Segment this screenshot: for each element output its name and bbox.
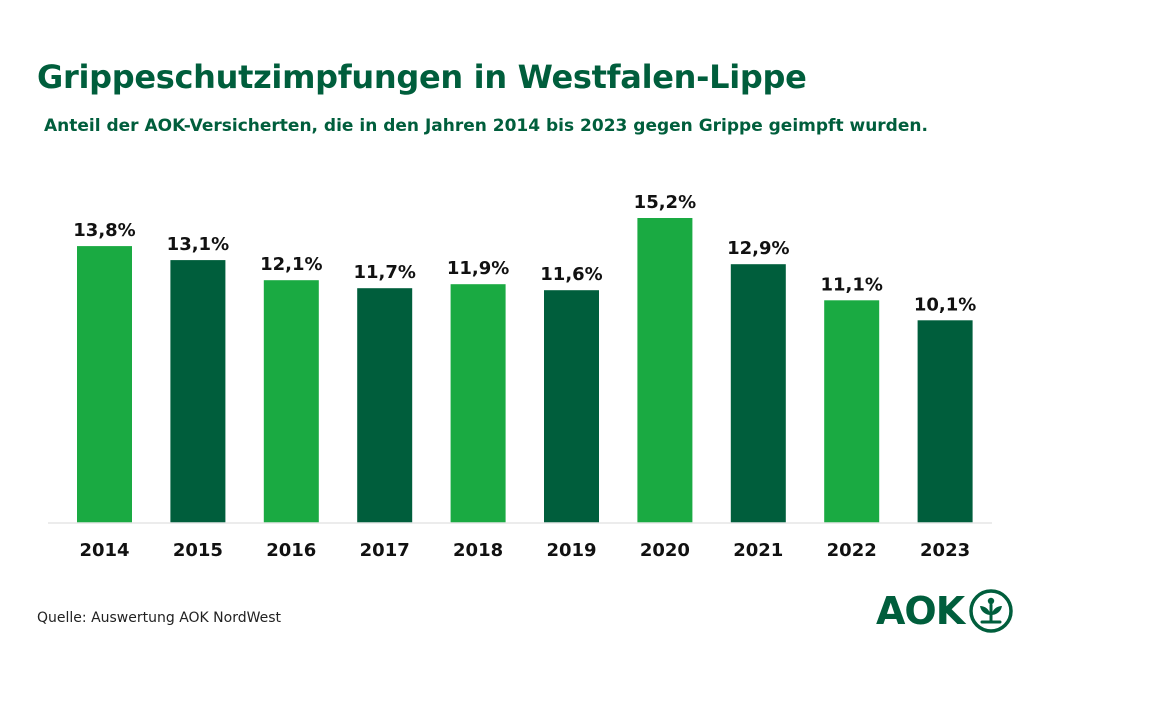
category-label-2019: 2019 — [546, 540, 596, 561]
category-label-2015: 2015 — [173, 540, 223, 561]
category-label-2014: 2014 — [79, 540, 129, 561]
bar-2022 — [824, 300, 880, 523]
bar-2015 — [170, 260, 226, 523]
category-label-2022: 2022 — [827, 540, 877, 561]
aok-logo-text: AOK — [876, 589, 965, 633]
category-label-2016: 2016 — [266, 540, 316, 561]
value-label-2016: 12,1% — [260, 254, 322, 275]
category-label-2018: 2018 — [453, 540, 503, 561]
category-label-2021: 2021 — [733, 540, 783, 561]
bar-2020 — [637, 218, 693, 523]
category-label-2017: 2017 — [360, 540, 410, 561]
category-labels-group: 2014 2015 2016 2017 2018 2019 2020 2021 2022 2023 — [79, 540, 970, 561]
chart-title: Grippeschutzimpfungen in Westfalen-Lippe — [37, 58, 807, 96]
chart-subtitle: Anteil der AOK-Versicherten, die in den … — [44, 116, 928, 136]
bar-2017 — [357, 288, 413, 523]
aok-logo: AOK — [876, 588, 1014, 634]
bar-2018 — [450, 284, 506, 523]
value-label-2023: 10,1% — [914, 294, 976, 315]
value-label-2019: 11,6% — [540, 264, 602, 285]
bar-2023 — [917, 320, 973, 523]
bars-group — [77, 218, 973, 523]
value-label-2017: 11,7% — [353, 262, 415, 283]
source-note: Quelle: Auswertung AOK NordWest — [37, 610, 282, 626]
value-label-2014: 13,8% — [73, 220, 135, 241]
category-label-2023: 2023 — [920, 540, 970, 561]
category-label-2020: 2020 — [640, 540, 690, 561]
value-labels-group: 13,8% 13,1% 12,1% 11,7% 11,9% 11,6% 15,2% 12,9%… — [73, 192, 976, 315]
aok-tree-emblem-icon — [969, 589, 1013, 633]
bar-2019 — [544, 290, 599, 523]
value-label-2015: 13,1% — [167, 234, 229, 255]
value-label-2022: 11,1% — [820, 274, 882, 295]
value-label-2021: 12,9% — [727, 238, 789, 259]
bar-chart: 13,8% 13,1% 12,1% 11,7% 11,9% 11,6% 15,2% 12,9%… — [48, 192, 992, 561]
value-label-2020: 15,2% — [634, 192, 696, 213]
bar-2016 — [263, 280, 319, 523]
bar-2014 — [77, 246, 132, 523]
value-label-2018: 11,9% — [447, 258, 509, 279]
bar-2021 — [730, 264, 786, 523]
